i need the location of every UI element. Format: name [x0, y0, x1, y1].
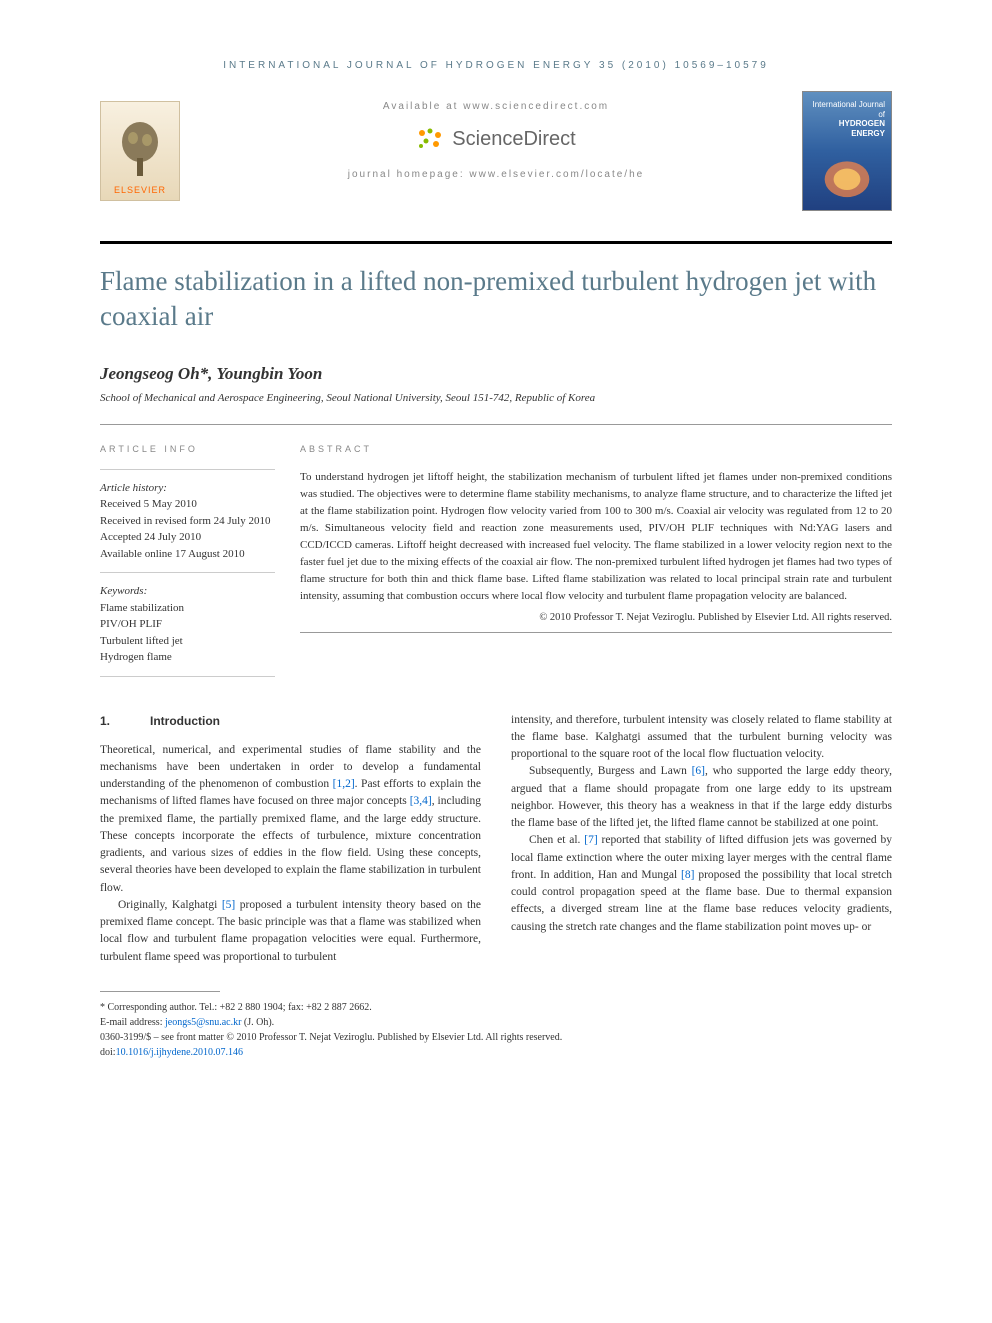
info-abstract-row: ARTICLE INFO Article history: Received 5…: [100, 424, 892, 677]
intro-paragraph-2-cont: intensity, and therefore, turbulent inte…: [511, 712, 892, 764]
article-info-column: ARTICLE INFO Article history: Received 5…: [100, 443, 300, 677]
online-date: Available online 17 August 2010: [100, 546, 275, 563]
author-affiliation: School of Mechanical and Aerospace Engin…: [100, 392, 892, 404]
keyword-2: PIV/OH PLIF: [100, 616, 275, 633]
sciencedirect-logo: ScienceDirect: [200, 127, 792, 151]
cover-flame-icon: [809, 148, 885, 202]
elsevier-tree-icon: [115, 120, 165, 180]
abstract-rule: [300, 632, 892, 633]
page-container: INTERNATIONAL JOURNAL OF HYDROGEN ENERGY…: [0, 0, 992, 1100]
corresponding-author: * Corresponding author. Tel.: +82 2 880 …: [100, 1000, 892, 1015]
abstract-text: To understand hydrogen jet liftoff heigh…: [300, 469, 892, 605]
article-title: Flame stabilization in a lifted non-prem…: [100, 264, 892, 334]
history-label: Article history:: [100, 480, 275, 497]
keyword-3: Turbulent lifted jet: [100, 633, 275, 650]
received-date: Received 5 May 2010: [100, 496, 275, 513]
body-column-right: intensity, and therefore, turbulent inte…: [511, 712, 892, 966]
accepted-date: Accepted 24 July 2010: [100, 529, 275, 546]
elsevier-logo: ELSEVIER: [100, 101, 180, 201]
reference-link-7[interactable]: [7]: [584, 834, 597, 846]
abstract-copyright: © 2010 Professor T. Nejat Veziroglu. Pub…: [300, 610, 892, 626]
abstract-heading: ABSTRACT: [300, 443, 892, 457]
abstract-column: ABSTRACT To understand hydrogen jet lift…: [300, 443, 892, 677]
journal-homepage-text: journal homepage: www.elsevier.com/locat…: [200, 169, 792, 180]
reference-link-6[interactable]: [6]: [692, 765, 705, 777]
sciencedirect-text: ScienceDirect: [452, 128, 575, 151]
cover-title-line3: ENERGY: [809, 129, 885, 139]
sciencedirect-dots-icon: [416, 127, 446, 151]
keyword-1: Flame stabilization: [100, 600, 275, 617]
article-info-heading: ARTICLE INFO: [100, 443, 275, 457]
cover-title-line1: International Journal of: [809, 100, 885, 119]
reference-link-5[interactable]: [5]: [222, 899, 235, 911]
reference-link-3-4[interactable]: [3,4]: [410, 795, 432, 807]
intro-paragraph-2: Originally, Kalghatgi [5] proposed a tur…: [100, 897, 481, 966]
journal-cover-thumbnail: International Journal of HYDROGEN ENERGY: [802, 91, 892, 211]
footer-block: * Corresponding author. Tel.: +82 2 880 …: [100, 1000, 892, 1060]
author-list: Jeongseog Oh*, Youngbin Yoon: [100, 364, 892, 384]
reference-link-1-2[interactable]: [1,2]: [333, 778, 355, 790]
body-column-left: 1.Introduction Theoretical, numerical, a…: [100, 712, 481, 966]
section-number: 1.: [100, 712, 150, 730]
issn-copyright-line: 0360-3199/$ – see front matter © 2010 Pr…: [100, 1030, 892, 1045]
intro-paragraph-1: Theoretical, numerical, and experimental…: [100, 742, 481, 897]
article-history-block: Article history: Received 5 May 2010 Rec…: [100, 469, 275, 573]
journal-citation-line: INTERNATIONAL JOURNAL OF HYDROGEN ENERGY…: [100, 60, 892, 71]
revised-date: Received in revised form 24 July 2010: [100, 513, 275, 530]
body-columns: 1.Introduction Theoretical, numerical, a…: [100, 712, 892, 966]
cover-title-line2: HYDROGEN: [809, 119, 885, 129]
footer-separator: [100, 991, 220, 992]
section-1-heading: 1.Introduction: [100, 712, 481, 730]
keywords-block: Keywords: Flame stabilization PIV/OH PLI…: [100, 572, 275, 677]
doi-line: doi:10.1016/j.ijhydene.2010.07.146: [100, 1045, 892, 1060]
title-rule: [100, 241, 892, 244]
doi-link[interactable]: 10.1016/j.ijhydene.2010.07.146: [116, 1047, 244, 1058]
elsevier-label: ELSEVIER: [114, 185, 166, 195]
section-title: Introduction: [150, 714, 220, 728]
header-box: ELSEVIER Available at www.sciencedirect.…: [100, 91, 892, 231]
available-at-text: Available at www.sciencedirect.com: [200, 101, 792, 112]
reference-link-8[interactable]: [8]: [681, 869, 694, 881]
intro-paragraph-4: Chen et al. [7] reported that stability …: [511, 832, 892, 936]
intro-paragraph-3: Subsequently, Burgess and Lawn [6], who …: [511, 763, 892, 832]
email-link[interactable]: jeongs5@snu.ac.kr: [165, 1017, 241, 1028]
email-line: E-mail address: jeongs5@snu.ac.kr (J. Oh…: [100, 1015, 892, 1030]
center-header-info: Available at www.sciencedirect.com Scien…: [200, 101, 792, 180]
keyword-4: Hydrogen flame: [100, 649, 275, 666]
keywords-label: Keywords:: [100, 583, 275, 600]
